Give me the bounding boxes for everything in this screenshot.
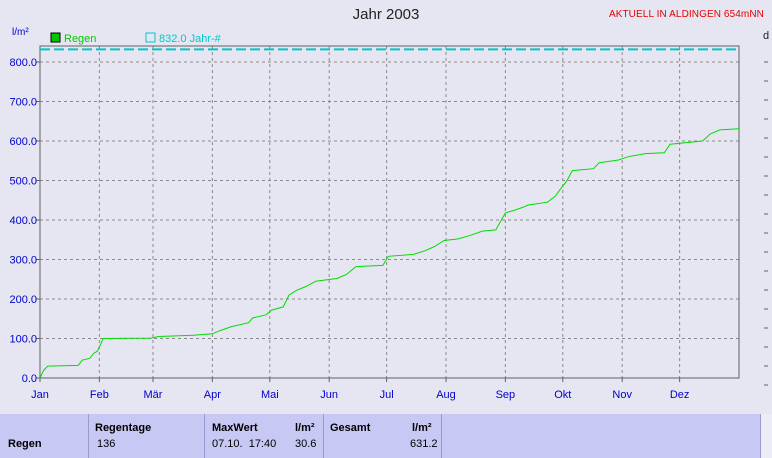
plot-frame xyxy=(39,45,740,379)
maxwert-unit: l/m² xyxy=(295,422,315,434)
x-tick-label: Nov xyxy=(612,389,632,401)
x-tick-label: Apr xyxy=(204,389,221,401)
x-tick-label: Jul xyxy=(380,389,394,401)
right-axis-unit: d xyxy=(763,30,770,42)
right-axis-ticks xyxy=(764,61,768,386)
gesamt-unit: l/m² xyxy=(412,422,432,434)
x-tick-label: Jun xyxy=(320,389,338,401)
maxwert-header: MaxWert xyxy=(212,422,258,434)
y-tick-label: 500.0 xyxy=(9,176,37,188)
legend-swatch-jahr xyxy=(145,32,156,43)
y-tick-label: 200.0 xyxy=(9,294,37,306)
legend: Regen 832.0 Jahr-# xyxy=(50,32,222,45)
x-tick-label: Aug xyxy=(436,389,456,401)
rain-chart: 0.0 100.0 200.0 300.0 400.0 500.0 600.0 700.0 80… xyxy=(9,32,768,401)
gesamt-value: 631.2 xyxy=(410,438,438,450)
x-tick-label: Dez xyxy=(670,389,690,401)
station-status: AKTUELL IN ALDINGEN 654mNN xyxy=(608,9,764,20)
series-layer xyxy=(39,48,740,379)
maxwert-value: 30.6 xyxy=(295,438,317,450)
grid-lines xyxy=(40,46,739,378)
chart-title: Jahr 2003 xyxy=(352,6,420,23)
regentage-cell: Regentage 136 xyxy=(89,414,205,458)
empty-cell xyxy=(442,414,761,458)
y-tick-label: 300.0 xyxy=(9,255,37,267)
row-label-cell: Regen xyxy=(0,414,89,458)
y-tick-label: 600.0 xyxy=(9,136,37,148)
x-tick-label: Sep xyxy=(496,389,516,401)
y-axis-ticks: 0.0 100.0 200.0 300.0 400.0 500.0 600.0 700.0 80… xyxy=(9,57,40,385)
y-tick-label: 0.0 xyxy=(22,373,37,385)
x-tick-label: Feb xyxy=(90,389,109,401)
series-line-regen xyxy=(39,128,740,379)
x-axis-ticks: Jan Feb Mär Apr Mai Jun Jul Aug Sep Okt Nov Dez xyxy=(31,378,689,401)
regentage-value: 136 xyxy=(97,438,116,450)
y-axis-unit: l/m² xyxy=(12,27,29,38)
row-label: Regen xyxy=(8,438,42,450)
x-tick-label: Jan xyxy=(31,389,49,401)
y-tick-label: 100.0 xyxy=(9,334,37,346)
legend-swatch-regen xyxy=(50,32,61,43)
x-tick-label: Okt xyxy=(554,389,571,401)
summary-table: Regen Regentage 136 MaxWert l/m² 07.10. … xyxy=(0,414,772,458)
y-tick-label: 400.0 xyxy=(9,215,37,227)
legend-label-regen: Regen xyxy=(64,33,96,45)
y-tick-label: 800.0 xyxy=(9,57,37,69)
regentage-header: Regentage xyxy=(95,422,152,434)
gesamt-header: Gesamt xyxy=(330,422,371,434)
x-tick-label: Mai xyxy=(261,389,279,401)
x-tick-label: Mär xyxy=(144,389,163,401)
maxwert-date: 07.10. 17:40 xyxy=(212,438,277,450)
legend-label-jahr: 832.0 Jahr-# xyxy=(159,33,222,45)
maxwert-cell: MaxWert l/m² 07.10. 17:40 30.6 xyxy=(205,414,324,458)
gesamt-cell: Gesamt l/m² 631.2 xyxy=(324,414,442,458)
y-tick-label: 700.0 xyxy=(9,97,37,109)
